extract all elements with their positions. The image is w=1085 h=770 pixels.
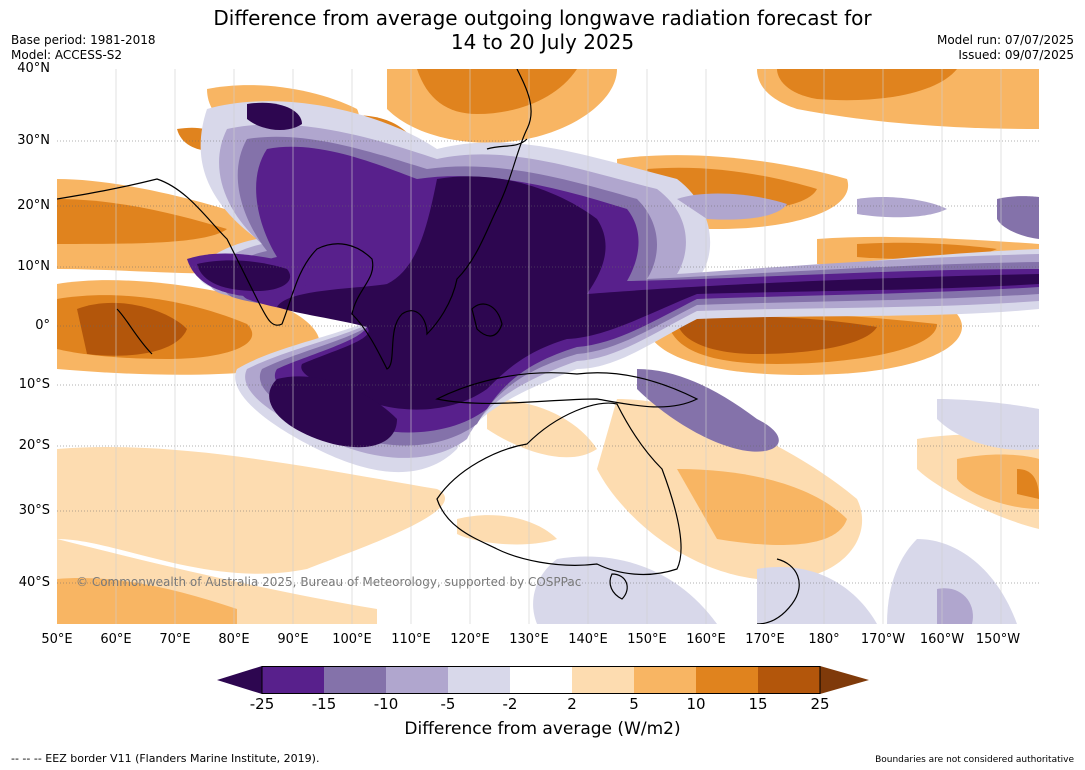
lat-label-40n: 40°N	[17, 61, 50, 76]
meta-left: Base period: 1981-2018 Model: ACCESS-S2	[11, 33, 156, 63]
lon-label-170e: 170°E	[745, 632, 785, 647]
colorbar-tick: 5	[629, 695, 639, 713]
colorbar-tick: -25	[249, 695, 275, 713]
title-line-1: Difference from average outgoing longwav…	[213, 6, 872, 30]
colorbar-tick: -5	[440, 695, 456, 713]
lat-label-10s: 10°S	[18, 377, 50, 392]
colorbar-tick: 15	[748, 695, 768, 713]
copyright-text: © Commonwealth of Australia 2025, Bureau…	[76, 575, 581, 589]
south-negative-anomalies	[533, 399, 1039, 624]
colorbar-segment	[572, 666, 634, 694]
colorbar-label: Difference from average (W/m2)	[404, 719, 681, 739]
lat-label-30n: 30°N	[17, 133, 50, 148]
south-positive-anomalies	[57, 399, 1039, 624]
colorbar-svg	[217, 666, 869, 694]
anomaly-map: © Commonwealth of Australia 2025, Bureau…	[57, 69, 1039, 624]
lon-label-80e: 80°E	[218, 632, 250, 647]
colorbar-segment	[758, 666, 820, 694]
colorbar-segment	[634, 666, 696, 694]
meridians	[115, 69, 1002, 624]
colorbar-tick: 10	[686, 695, 706, 713]
lon-label-100e: 100°E	[332, 632, 372, 647]
colorbar-arrow-high	[820, 666, 869, 694]
lon-label-120e: 120°E	[450, 632, 490, 647]
tasmania-coastline	[609, 573, 628, 600]
colorbar-tick: 25	[810, 695, 830, 713]
colorbar-tick: -10	[373, 695, 399, 713]
coastlines	[57, 69, 800, 624]
lon-label-160e: 160°E	[686, 632, 726, 647]
japan-coastline	[486, 138, 528, 150]
meta-right: Model run: 07/07/2025 Issued: 09/07/2025	[937, 33, 1074, 63]
lat-label-20s: 20°S	[18, 438, 50, 453]
lon-label-70e: 70°E	[159, 632, 191, 647]
boundary-disclaimer: Boundaries are not considered authoritat…	[875, 755, 1074, 765]
lon-label-60e: 60°E	[100, 632, 132, 647]
australia-coastline	[436, 402, 682, 576]
eez-legend: -- -- -- EEZ border V11 (Flanders Marine…	[11, 752, 320, 765]
colorbar-segment	[262, 666, 324, 694]
colorbar-tick: 2	[567, 695, 577, 713]
lat-label-10n: 10°N	[17, 259, 50, 274]
colorbar-segment	[696, 666, 758, 694]
colorbar	[217, 666, 869, 694]
base-period-text: Base period: 1981-2018	[11, 33, 156, 47]
colorbar-segment	[448, 666, 510, 694]
tropical-negative-anomalies	[187, 101, 1039, 473]
issued-text: Issued: 09/07/2025	[958, 48, 1074, 62]
lat-label-40s: 40°S	[18, 575, 50, 590]
colorbar-segment	[324, 666, 386, 694]
lon-label-110e: 110°E	[391, 632, 431, 647]
lon-label-160w: 160°W	[919, 632, 965, 647]
philippines-coastline	[471, 303, 503, 337]
asia-coastline	[57, 69, 532, 370]
north-positive-anomalies	[57, 69, 1039, 375]
colorbar-segment	[386, 666, 448, 694]
lon-label-170w: 170°W	[860, 632, 906, 647]
model-run-text: Model run: 07/07/2025	[936, 33, 1074, 47]
lon-label-150w: 150°W	[975, 632, 1021, 647]
lon-label-90e: 90°E	[277, 632, 309, 647]
title-line-2: 14 to 20 July 2025	[450, 30, 635, 54]
model-text: Model: ACCESS-S2	[11, 48, 123, 62]
lon-label-150e: 150°E	[627, 632, 667, 647]
lon-label-50e: 50°E	[41, 632, 73, 647]
lat-label-30s: 30°S	[18, 503, 50, 518]
new-zealand-coastline	[756, 558, 800, 624]
indonesia-png-coastline	[435, 372, 699, 408]
lon-label-140e: 140°E	[568, 632, 608, 647]
colorbar-arrow-low	[217, 666, 262, 694]
lon-label-180: 180°	[808, 632, 840, 647]
colorbar-tick: -2	[502, 695, 518, 713]
colorbar-tick: -15	[311, 695, 337, 713]
chart-title: Difference from average outgoing longwav…	[0, 6, 1085, 54]
lon-label-130e: 130°E	[509, 632, 549, 647]
lat-label-0: 0°	[35, 318, 50, 333]
africa-horn-coastline	[116, 308, 153, 355]
colorbar-segment	[510, 666, 572, 694]
lat-label-20n: 20°N	[17, 198, 50, 213]
colorbar-frame	[261, 666, 821, 694]
map-svg: © Commonwealth of Australia 2025, Bureau…	[57, 69, 1039, 624]
